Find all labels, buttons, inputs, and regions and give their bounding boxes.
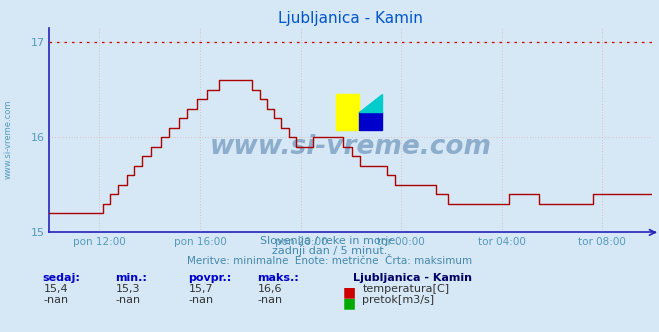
- Polygon shape: [358, 94, 382, 112]
- Text: 15,3: 15,3: [116, 284, 141, 294]
- Text: povpr.:: povpr.:: [188, 273, 231, 283]
- Text: -nan: -nan: [258, 295, 283, 305]
- Text: www.si-vreme.com: www.si-vreme.com: [210, 134, 492, 160]
- Text: -nan: -nan: [188, 295, 214, 305]
- Text: sedaj:: sedaj:: [43, 273, 80, 283]
- Bar: [358, 112, 382, 130]
- Text: pretok[m3/s]: pretok[m3/s]: [362, 295, 434, 305]
- Text: Slovenija / reke in morje.: Slovenija / reke in morje.: [260, 236, 399, 246]
- Text: 15,4: 15,4: [43, 284, 69, 294]
- Text: ■: ■: [343, 296, 356, 310]
- Text: -nan: -nan: [43, 295, 69, 305]
- Text: min.:: min.:: [115, 273, 147, 283]
- Text: ■: ■: [343, 285, 356, 299]
- Text: Ljubljanica - Kamin: Ljubljanica - Kamin: [353, 273, 472, 283]
- Text: Meritve: minimalne  Enote: metrične  Črta: maksimum: Meritve: minimalne Enote: metrične Črta:…: [187, 256, 472, 266]
- Text: -nan: -nan: [116, 295, 141, 305]
- Text: 15,7: 15,7: [188, 284, 214, 294]
- Title: Ljubljanica - Kamin: Ljubljanica - Kamin: [279, 11, 423, 26]
- Text: 16,6: 16,6: [258, 284, 283, 294]
- Text: maks.:: maks.:: [257, 273, 299, 283]
- Text: www.si-vreme.com: www.si-vreme.com: [3, 100, 13, 179]
- Text: temperatura[C]: temperatura[C]: [362, 284, 449, 294]
- Bar: [336, 94, 358, 130]
- Text: zadnji dan / 5 minut.: zadnji dan / 5 minut.: [272, 246, 387, 256]
